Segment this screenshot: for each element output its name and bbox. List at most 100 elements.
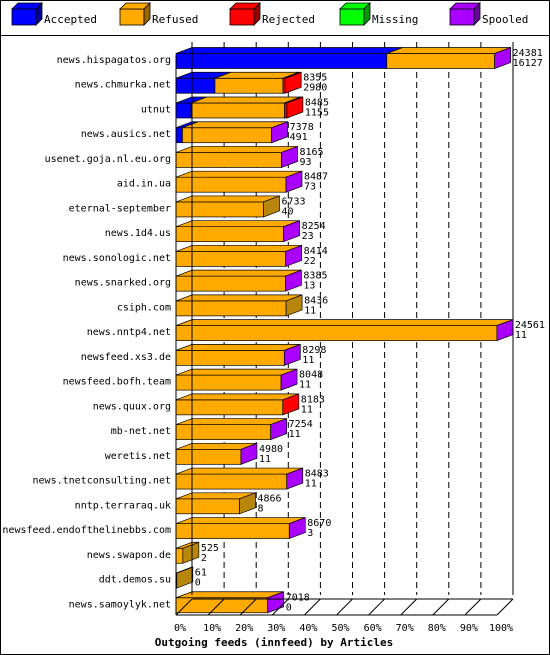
bar-segment-top <box>175 47 403 54</box>
value-label-total: 8254 <box>302 221 326 232</box>
tick-diagonal <box>175 598 193 616</box>
value-label-secondary: 11 <box>305 479 317 490</box>
legend-swatch-accepted <box>11 8 37 26</box>
legend-label-refused: Refused <box>152 13 198 26</box>
bar-end-cap <box>176 566 194 589</box>
bar-segment-top <box>175 418 287 425</box>
bar-segment-accepted <box>175 102 192 119</box>
category-label: news.hispagatos.org <box>57 55 171 66</box>
value-label-secondary: 13 <box>303 281 315 292</box>
category-label: news.snarked.org <box>75 278 171 289</box>
category-label: eternal-september <box>69 203 171 214</box>
bar-segment-top <box>175 294 303 302</box>
bar-end-cap <box>270 418 288 441</box>
bar-segment-top <box>175 319 513 326</box>
value-label-total: 8385 <box>303 271 327 282</box>
bar-end-cap <box>283 220 300 243</box>
value-label-total: 7378 <box>290 122 314 133</box>
category-label: weretis.net <box>105 451 171 462</box>
value-label-secondary: 3 <box>307 528 313 539</box>
value-label-total: 8165 <box>299 147 323 158</box>
value-label-total: 8183 <box>301 394 325 405</box>
bar-end-cap <box>182 541 200 564</box>
category-label: news.sonologic.net <box>63 253 171 264</box>
value-label-total: 61 <box>195 568 207 579</box>
bar-segment-refused <box>175 424 272 440</box>
bar-end-cap <box>286 96 304 119</box>
value-label-secondary: 11 <box>515 330 527 341</box>
bar-segment-top <box>175 269 302 277</box>
value-label-total: 4866 <box>257 493 281 504</box>
legend-swatch-missing <box>339 8 365 26</box>
x-tick-label: 70% <box>396 623 414 634</box>
value-label-secondary: 11 <box>304 305 316 316</box>
bar-end-cap <box>281 145 298 168</box>
category-label: aid.in.ua <box>117 179 171 190</box>
bar-end-cap <box>271 121 288 144</box>
bar-end-cap <box>280 368 298 391</box>
x-tick-label: 20% <box>235 623 253 634</box>
value-label-secondary: 16127 <box>513 58 543 69</box>
value-label-secondary: 22 <box>304 256 316 267</box>
value-label-total: 24561 <box>515 320 545 331</box>
legend-swatch-spooled <box>449 8 475 26</box>
value-label-secondary: 491 <box>290 132 308 143</box>
bar-segment-top <box>175 517 306 524</box>
category-label: csiph.com <box>117 302 171 313</box>
category-label: nntp.terraraq.uk <box>75 500 171 511</box>
legend-swatch-side <box>253 2 261 26</box>
tick-diagonal <box>464 598 482 616</box>
x-tick-label: 0% <box>174 623 186 634</box>
bar-segment-refused <box>190 102 285 119</box>
value-label-secondary: 2 <box>201 553 207 564</box>
bar-segment-top <box>175 467 303 475</box>
bar-segment-refused <box>214 77 284 94</box>
bar-segment-refused <box>386 53 495 69</box>
value-label-secondary: 1155 <box>305 107 329 118</box>
category-label: news.tnetconsulting.net <box>33 476 171 487</box>
bar-segment-refused <box>175 473 288 490</box>
bar-end-cap <box>239 492 256 515</box>
bar-segment-top <box>182 121 288 129</box>
bar-segment-refused <box>175 547 184 564</box>
x-tick-label: 90% <box>460 623 478 634</box>
x-tick-label: 10% <box>203 623 221 634</box>
category-label: news.1d4.us <box>105 228 171 239</box>
value-label-secondary: 73 <box>304 182 316 193</box>
value-label-secondary: 11 <box>289 429 301 440</box>
tick-diagonal <box>432 598 450 616</box>
tick-diagonal <box>400 598 418 616</box>
tick-diagonal <box>304 598 321 616</box>
bar-segment-accepted <box>175 127 183 144</box>
x-tick-label: 50% <box>331 623 349 634</box>
value-label-secondary: 0 <box>195 578 201 589</box>
x-tick-label: 60% <box>364 623 382 634</box>
legend-label-spooled: Spooled <box>482 13 528 26</box>
category-label: usenet.goja.nl.eu.org <box>45 154 171 165</box>
value-label-total: 7254 <box>289 419 313 430</box>
value-label-secondary: 93 <box>299 157 311 168</box>
bar-end-cap <box>282 393 300 416</box>
bar-segment-accepted <box>175 77 216 94</box>
bar-end-cap <box>285 294 303 317</box>
x-tick-label: 100% <box>489 623 513 634</box>
value-label-secondary: 11 <box>302 355 314 366</box>
category-label: news.chmurka.net <box>75 80 171 91</box>
bar-end-cap <box>285 269 302 292</box>
value-label-total: 8355 <box>303 73 327 84</box>
value-label-secondary: 8 <box>257 503 263 514</box>
bar-end-cap <box>240 442 258 465</box>
value-label-secondary: 2980 <box>303 83 327 94</box>
value-label-secondary: 11 <box>299 380 311 391</box>
bar-end-cap <box>284 71 302 94</box>
bar-segment-top <box>175 368 298 376</box>
legend-swatch-side <box>363 2 371 26</box>
category-label: utnut <box>141 104 171 115</box>
bar-end-cap <box>494 46 511 70</box>
x-tick-label: 30% <box>267 623 285 634</box>
bar-segment-refused <box>175 325 498 341</box>
bar-segment-top <box>175 170 303 178</box>
bar-segment-refused <box>175 523 290 539</box>
legend-swatch-side <box>473 2 481 26</box>
